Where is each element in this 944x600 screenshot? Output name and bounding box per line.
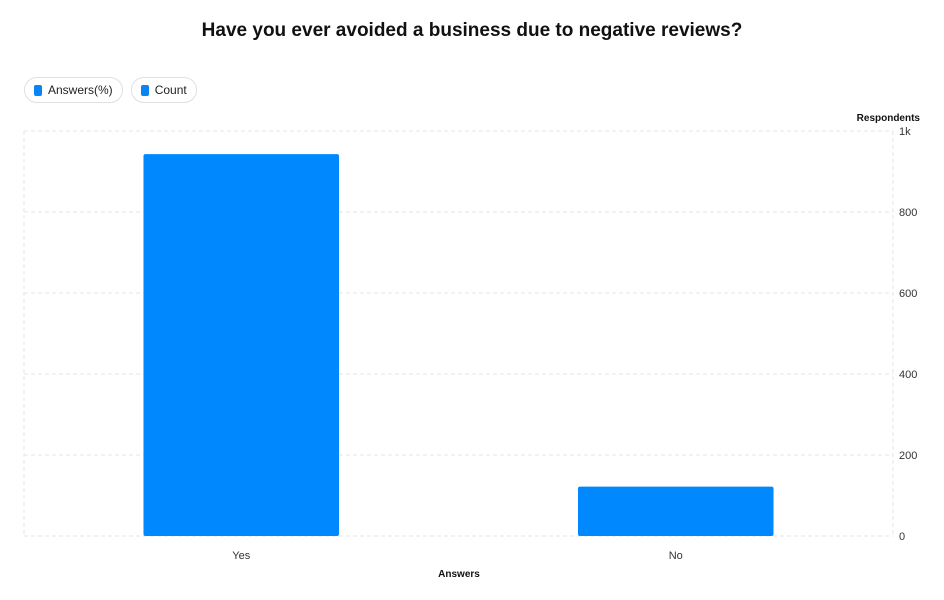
y-tick-label: 800 — [899, 207, 917, 219]
chart-title: Have you ever avoided a business due to … — [201, 20, 743, 41]
x-tick-label: No — [669, 550, 683, 562]
y-tick-label: 1k — [899, 126, 911, 138]
legend-label-count: Count — [154, 83, 187, 97]
x-tick-label: Yes — [232, 550, 250, 562]
legend-item-answers-percent[interactable]: Answers(%) — [24, 77, 123, 103]
x-axis-ticks: Yes No — [232, 550, 683, 562]
y-axis-title: Respondents — [857, 113, 921, 124]
y-tick-label: 600 — [899, 288, 917, 300]
y-tick-label: 400 — [899, 369, 917, 381]
y-tick-label: 0 — [899, 531, 905, 543]
y-tick-label: 200 — [899, 450, 917, 462]
x-axis-title: Answers — [438, 569, 480, 580]
legend-swatch-count — [140, 84, 149, 96]
y-axis-ticks: 0 200 400 600 800 1k — [899, 126, 917, 543]
bars — [143, 154, 774, 536]
bar-yes[interactable] — [143, 154, 340, 536]
legend-swatch-answers-percent — [34, 84, 42, 96]
legend-item-count[interactable]: Count — [130, 77, 197, 103]
bar-no[interactable] — [577, 486, 774, 536]
chart-legend: Answers(%) Count — [24, 77, 197, 103]
legend-label-answers-percent: Answers(%) — [48, 83, 113, 97]
